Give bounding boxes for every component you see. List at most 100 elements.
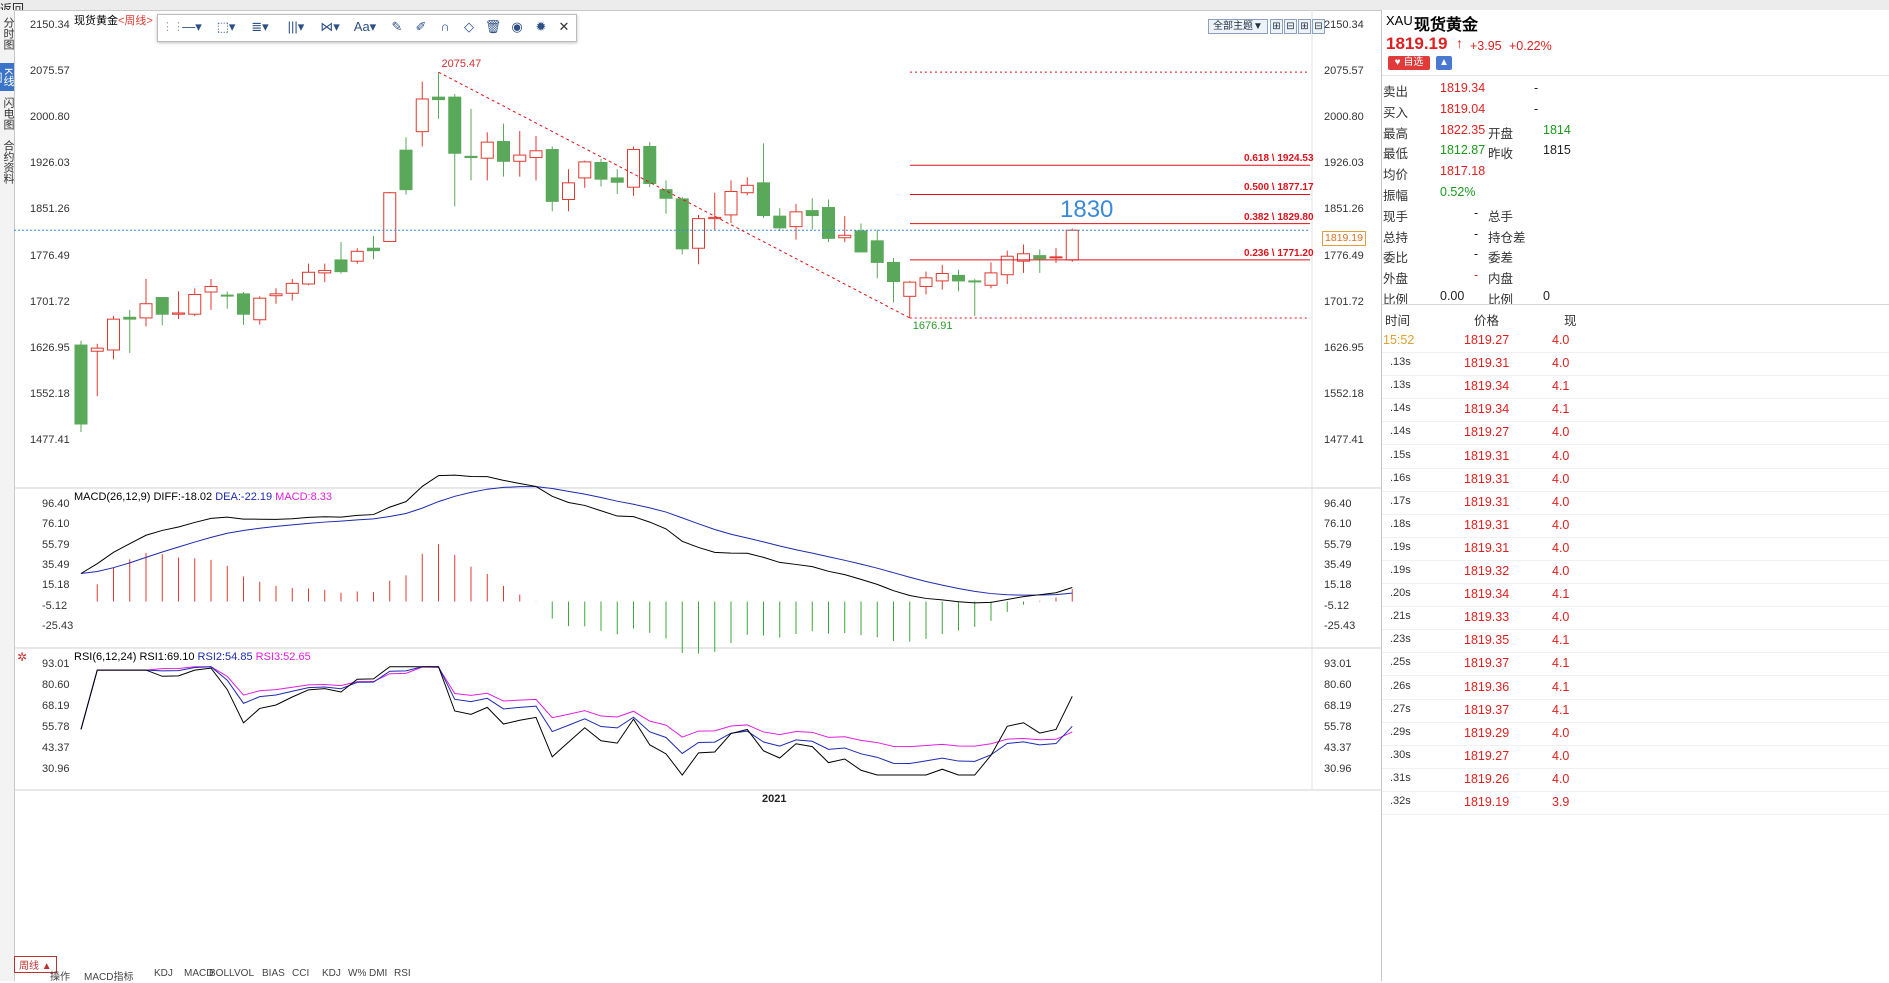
candle-body — [90, 347, 104, 352]
tick-row[interactable]: .15s 1819.31 4.0 — [1382, 445, 1889, 469]
indicator-tab-11[interactable]: DMI — [369, 968, 388, 979]
tick-row[interactable]: .21s 1819.33 4.0 — [1382, 606, 1889, 631]
price-axis-left-label: 2000.80 — [30, 111, 70, 124]
layout-4-icon[interactable]: ⊟ — [1312, 19, 1325, 34]
layout-1-icon[interactable]: ⊞ — [1270, 19, 1283, 34]
rsi-axis-left-label: 93.01 — [42, 658, 70, 670]
fib-level-label: 0.500 \ 1877.17 — [1244, 182, 1314, 194]
heart-icon: ♥ — [1394, 57, 1401, 68]
candle-body — [123, 316, 137, 320]
layout-2-icon[interactable]: ⊟ — [1284, 19, 1297, 34]
rect-tool-icon[interactable]: ⬚▾ — [216, 19, 236, 34]
left-tab-0[interactable]: 分时图 — [2, 16, 14, 50]
candle-body — [887, 261, 900, 283]
candle-body — [805, 210, 819, 217]
drag-handle-icon[interactable]: ⋮⋮ — [162, 21, 184, 33]
indicator-tab-12[interactable]: RSI — [394, 968, 411, 979]
tick-time: .23s — [1390, 633, 1411, 646]
left-tab-1[interactable]: K线图 — [0, 63, 14, 91]
tick-row[interactable]: .19s 1819.32 4.0 — [1382, 560, 1889, 584]
tick-row[interactable]: .27s 1819.37 4.1 — [1382, 699, 1889, 723]
indicator-tab-2[interactable]: MACD指标 — [84, 972, 134, 983]
candle-body — [399, 149, 413, 191]
indicator-tab-3[interactable]: KDJ — [154, 968, 173, 979]
trend-line — [438, 71, 910, 319]
tick-row[interactable]: .19s 1819.31 4.0 — [1382, 537, 1889, 561]
favorite-button[interactable]: ♥ 自选 — [1388, 56, 1430, 70]
eye-icon[interactable]: ◉ — [511, 19, 523, 34]
indicator-tab-4[interactable]: MACD — [184, 968, 214, 979]
pattern-tool-icon[interactable]: ⋈▾ — [320, 19, 340, 34]
tick-row[interactable]: .20s 1819.34 4.1 — [1382, 583, 1889, 608]
tick-row[interactable]: .13s 1819.31 4.0 — [1382, 352, 1889, 377]
stat-row: 振幅 0.52% — [1382, 182, 1889, 203]
theme-select[interactable]: 全部主题▼ — [1208, 19, 1268, 34]
left-tab-3[interactable]: 合约资料 — [2, 140, 14, 184]
top-toolbar-item[interactable]: 返回 — [0, 2, 25, 11]
tick-row[interactable]: .17s 1819.31 4.0 — [1382, 491, 1889, 515]
price-axis-left-label: 1626.95 — [30, 341, 70, 354]
tick-row[interactable]: .32s 1819.19 3.9 — [1382, 791, 1889, 815]
symbol-name: 现货黄金 — [1414, 17, 1479, 34]
kline-chart-area[interactable]: 现货黄金<周线> MACD(26,12,9) DIFF:-18.02 DEA:-… — [14, 10, 1381, 981]
candle-body — [1000, 255, 1014, 276]
tick-row[interactable]: .25s 1819.37 4.1 — [1382, 652, 1889, 677]
layout-3-icon[interactable]: ⊞ — [1298, 19, 1311, 34]
line-tool-icon[interactable]: —▾ — [182, 19, 202, 34]
macd-axis-right-label: 15.18 — [1324, 579, 1352, 592]
tick-row[interactable]: .23s 1819.35 4.1 — [1382, 629, 1889, 654]
trash-icon[interactable]: 🗑 — [484, 19, 502, 34]
tick-row[interactable]: .13s 1819.34 4.1 — [1382, 375, 1889, 400]
gear-icon[interactable]: ✹ — [535, 19, 547, 34]
tick-time: .16s — [1390, 471, 1411, 484]
tick-row[interactable]: .14s 1819.34 4.1 — [1382, 398, 1889, 423]
brush-icon[interactable]: ✐ — [415, 19, 427, 34]
annotation-text[interactable]: 1830 — [1060, 196, 1114, 223]
tick-row[interactable]: .31s 1819.26 4.0 — [1382, 768, 1889, 792]
channel-tool-icon[interactable]: ≣▾ — [251, 19, 269, 34]
indicator-tab-0[interactable]: 周线 ▲ — [14, 956, 57, 973]
tick-row[interactable]: .29s 1819.29 4.0 — [1382, 722, 1889, 746]
indicator-tab-8[interactable]: CCI — [292, 968, 310, 979]
tick-row[interactable]: .14s 1819.27 4.0 — [1382, 421, 1889, 446]
tick-volume: 4.0 — [1552, 748, 1570, 763]
candle-body — [1033, 255, 1047, 260]
price-axis-right-label: 1701.72 — [1324, 295, 1364, 308]
tick-row[interactable]: 15:52 1819.27 4.0 — [1382, 329, 1889, 353]
price-axis-left-label: 1776.49 — [30, 249, 70, 262]
magnet-icon[interactable]: ∩ — [440, 19, 450, 34]
eraser-icon[interactable]: ◇ — [464, 19, 474, 34]
stat-label: 卖出 — [1383, 85, 1409, 99]
stat-label: 均价 — [1383, 168, 1409, 183]
candle-body — [188, 293, 202, 315]
tick-time: .25s — [1390, 656, 1411, 669]
rsi-axis-right-label: 93.01 — [1324, 658, 1352, 670]
bell-icon[interactable]: ▲ — [1436, 56, 1452, 70]
text-tool-icon[interactable]: Aa▾ — [353, 19, 377, 34]
indicator-tab-6[interactable]: VOL — [234, 968, 255, 979]
stat-label: 比例 — [1383, 293, 1409, 307]
indicator-tab-9[interactable]: KDJ — [322, 968, 341, 979]
fib-tool-icon[interactable]: |||▾ — [287, 19, 305, 34]
close-icon[interactable]: ✕ — [558, 19, 570, 34]
tick-volume: 4.1 — [1552, 587, 1570, 602]
indicator-tab-1[interactable]: 操作 — [50, 972, 70, 983]
candle-body — [155, 297, 169, 315]
tick-time: .29s — [1390, 725, 1411, 738]
chart-canvas[interactable] — [14, 10, 1381, 981]
candle-body — [432, 96, 445, 101]
tick-row[interactable]: .30s 1819.27 4.0 — [1382, 745, 1889, 769]
candle-body — [740, 184, 754, 194]
indicator-tab-10[interactable]: W% — [348, 968, 367, 979]
macd-axis-right-label: 96.40 — [1324, 498, 1352, 510]
tick-row[interactable]: .26s 1819.36 4.1 — [1382, 676, 1889, 700]
candle-body — [594, 162, 608, 180]
indicator-tab-5[interactable]: BOLL — [209, 968, 235, 979]
indicator-tab-7[interactable]: BIAS — [262, 968, 285, 979]
settings-gear-icon[interactable]: ✲ — [17, 650, 28, 664]
tick-price: 1819.31 — [1464, 448, 1510, 463]
tick-row[interactable]: .18s 1819.31 4.0 — [1382, 514, 1889, 538]
pen-icon[interactable]: ✎ — [391, 19, 403, 34]
left-tab-2[interactable]: 闪电图 — [2, 96, 14, 130]
tick-row[interactable]: .16s 1819.31 4.0 — [1382, 468, 1889, 492]
